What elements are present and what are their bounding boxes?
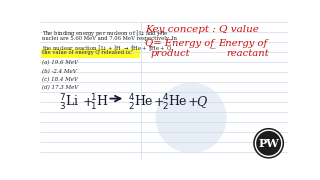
Text: Energy of: Energy of: [218, 39, 268, 48]
Text: $^7_3$Li: $^7_3$Li: [60, 93, 79, 113]
Text: (d) 17.3 MeV: (d) 17.3 MeV: [42, 85, 78, 90]
Text: The binding energy per nucleon of $^7_3$Li and $^4_2$He: The binding energy per nucleon of $^7_3$…: [42, 28, 168, 39]
Text: nuclei are 5.60 MeV and 7.06 MeV respectively. In: nuclei are 5.60 MeV and 7.06 MeV respect…: [42, 36, 177, 41]
Text: the value of energy Q released is:: the value of energy Q released is:: [42, 50, 132, 55]
Circle shape: [156, 83, 226, 152]
Text: $^4_2$He: $^4_2$He: [162, 93, 188, 113]
Text: Q: Q: [196, 96, 207, 109]
Text: (a) 19.6 MeV: (a) 19.6 MeV: [42, 60, 78, 65]
Text: Q= Energy of: Q= Energy of: [145, 39, 214, 48]
Text: Key concept : Q value: Key concept : Q value: [145, 25, 259, 34]
Text: PW: PW: [258, 138, 279, 149]
Text: reactant: reactant: [226, 49, 269, 58]
Circle shape: [254, 129, 283, 158]
Text: +: +: [187, 96, 198, 109]
Text: (b) -2.4 MeV: (b) -2.4 MeV: [42, 69, 76, 75]
Bar: [41, 49, 140, 58]
Text: $^4_2$He: $^4_2$He: [128, 93, 154, 113]
Text: the nuclear reaction $^7_3$Li + $^1_1$H $\rightarrow$ $^4_2$He + $^4_2$He + Q: the nuclear reaction $^7_3$Li + $^1_1$H …: [42, 43, 172, 54]
Text: +: +: [154, 96, 164, 109]
Text: product: product: [150, 49, 190, 58]
Text: +: +: [83, 96, 93, 109]
Text: (c) 18.4 MeV: (c) 18.4 MeV: [42, 77, 77, 82]
Text: $^1_1$H: $^1_1$H: [90, 93, 109, 113]
Text: _: _: [211, 39, 216, 49]
